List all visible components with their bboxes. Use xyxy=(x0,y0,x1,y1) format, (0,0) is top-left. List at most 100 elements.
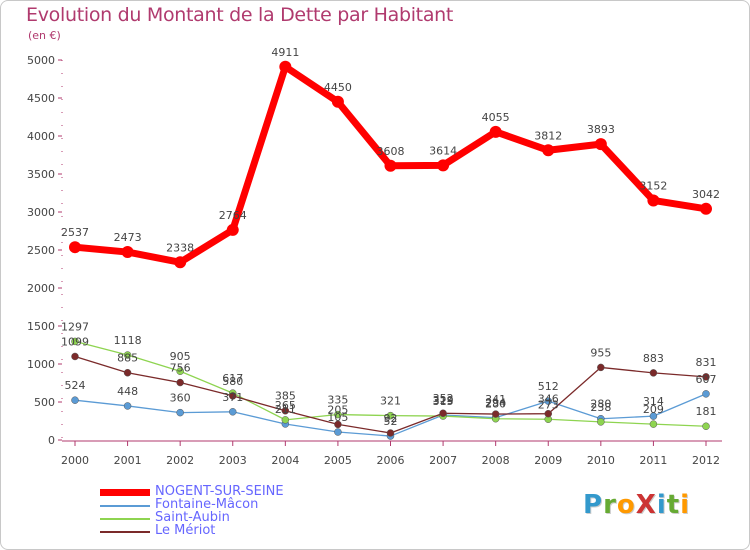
data-point xyxy=(649,369,658,377)
data-label: 3812 xyxy=(534,129,562,142)
x-tick-label: 2006 xyxy=(377,454,405,467)
data-point xyxy=(649,412,658,420)
legend-label: NOGENT-SUR-SEINE xyxy=(155,484,284,499)
data-label: 3614 xyxy=(429,144,457,157)
data-point xyxy=(489,125,502,138)
data-point xyxy=(71,352,79,361)
data-label: 211 xyxy=(275,403,296,416)
data-point xyxy=(69,241,81,254)
y-tick-label: 500 xyxy=(34,396,55,409)
y-tick-label: 3500 xyxy=(27,168,55,181)
data-point xyxy=(176,367,184,375)
legend-swatch xyxy=(100,505,150,507)
data-point xyxy=(229,408,237,416)
data-label: 1297 xyxy=(61,320,89,333)
data-label: 3152 xyxy=(639,179,667,192)
data-point xyxy=(386,429,395,437)
data-point xyxy=(597,418,605,426)
data-label: 3042 xyxy=(692,188,720,201)
logo-letter: i xyxy=(656,490,667,520)
legend-item: NOGENT-SUR-SEINE xyxy=(100,484,400,500)
chart-title: Evolution du Montant de la Dette par Hab… xyxy=(26,4,454,26)
data-label: 385 xyxy=(275,390,296,403)
logo-letter: r xyxy=(603,490,617,520)
data-point xyxy=(71,337,79,346)
legend-label: Saint-Aubin xyxy=(155,510,230,525)
legend-item: Fontaine-Mâcon xyxy=(100,497,400,513)
data-label: 955 xyxy=(590,346,611,359)
data-label: 335 xyxy=(327,394,348,407)
data-point xyxy=(544,397,552,405)
data-point xyxy=(334,428,342,436)
y-tick-label: 1000 xyxy=(27,358,55,371)
data-label: 607 xyxy=(696,373,717,386)
logo-letter: t xyxy=(666,490,681,520)
data-point xyxy=(702,373,710,381)
x-tick-label: 2000 xyxy=(61,454,89,467)
legend-item: Le Mériot xyxy=(100,523,400,539)
data-point xyxy=(439,409,447,417)
data-label: 1118 xyxy=(114,334,142,347)
data-label: 580 xyxy=(222,375,243,388)
data-point xyxy=(281,416,290,424)
legend-swatch xyxy=(100,518,150,520)
data-label: 883 xyxy=(643,352,664,365)
data-label: 4911 xyxy=(271,46,299,59)
x-tick-label: 2009 xyxy=(534,454,562,467)
data-point xyxy=(437,159,450,172)
x-tick-label: 2011 xyxy=(639,454,667,467)
logo-letter: o xyxy=(616,490,636,520)
data-point xyxy=(334,410,342,419)
proxiti-logo: ProXiti xyxy=(583,490,690,520)
data-label: 205 xyxy=(327,403,348,416)
data-label: 524 xyxy=(65,379,86,392)
legend-label: Le Mériot xyxy=(155,523,216,538)
x-tick-label: 2008 xyxy=(482,454,510,467)
data-point xyxy=(491,410,500,418)
data-label: 341 xyxy=(485,393,506,406)
data-label: 448 xyxy=(117,385,138,398)
data-label: 280 xyxy=(590,398,611,411)
data-label: 885 xyxy=(117,352,138,365)
x-tick-label: 2002 xyxy=(166,454,194,467)
data-point xyxy=(334,420,342,429)
data-point xyxy=(544,409,552,418)
data-label: 352 xyxy=(433,392,454,405)
legend-swatch xyxy=(100,531,150,533)
data-label: 4450 xyxy=(324,81,352,94)
data-label: 346 xyxy=(538,393,559,406)
logo-letter: i xyxy=(680,490,691,520)
data-label: 756 xyxy=(170,362,191,375)
data-point xyxy=(176,378,184,387)
data-point xyxy=(331,95,344,108)
data-point xyxy=(702,422,710,430)
data-point xyxy=(386,411,395,420)
y-tick-label: 0 xyxy=(48,434,55,447)
x-tick-label: 2003 xyxy=(219,454,247,467)
data-label: 52 xyxy=(384,415,398,428)
data-label: 512 xyxy=(538,380,559,393)
data-point xyxy=(123,402,132,410)
y-tick-label: 2000 xyxy=(27,282,55,295)
x-tick-label: 2007 xyxy=(429,454,457,467)
data-point xyxy=(542,144,555,157)
data-point xyxy=(702,390,710,398)
data-label: 273 xyxy=(538,398,559,411)
data-point xyxy=(226,223,239,236)
data-point xyxy=(597,363,605,372)
data-label: 905 xyxy=(170,350,191,363)
legend-item: Saint-Aubin xyxy=(100,510,400,526)
legend-swatch xyxy=(100,489,150,496)
data-label: 315 xyxy=(433,395,454,408)
data-label: 105 xyxy=(327,411,348,424)
y-tick-label: 5000 xyxy=(27,54,55,67)
data-label: 2764 xyxy=(219,209,247,222)
logo-letter: P xyxy=(583,490,604,520)
data-label: 617 xyxy=(222,372,243,385)
data-label: 294 xyxy=(485,397,506,410)
data-point xyxy=(279,60,292,73)
data-label: 92 xyxy=(384,412,398,425)
x-tick-label: 2001 xyxy=(114,454,142,467)
data-label: 209 xyxy=(643,403,664,416)
